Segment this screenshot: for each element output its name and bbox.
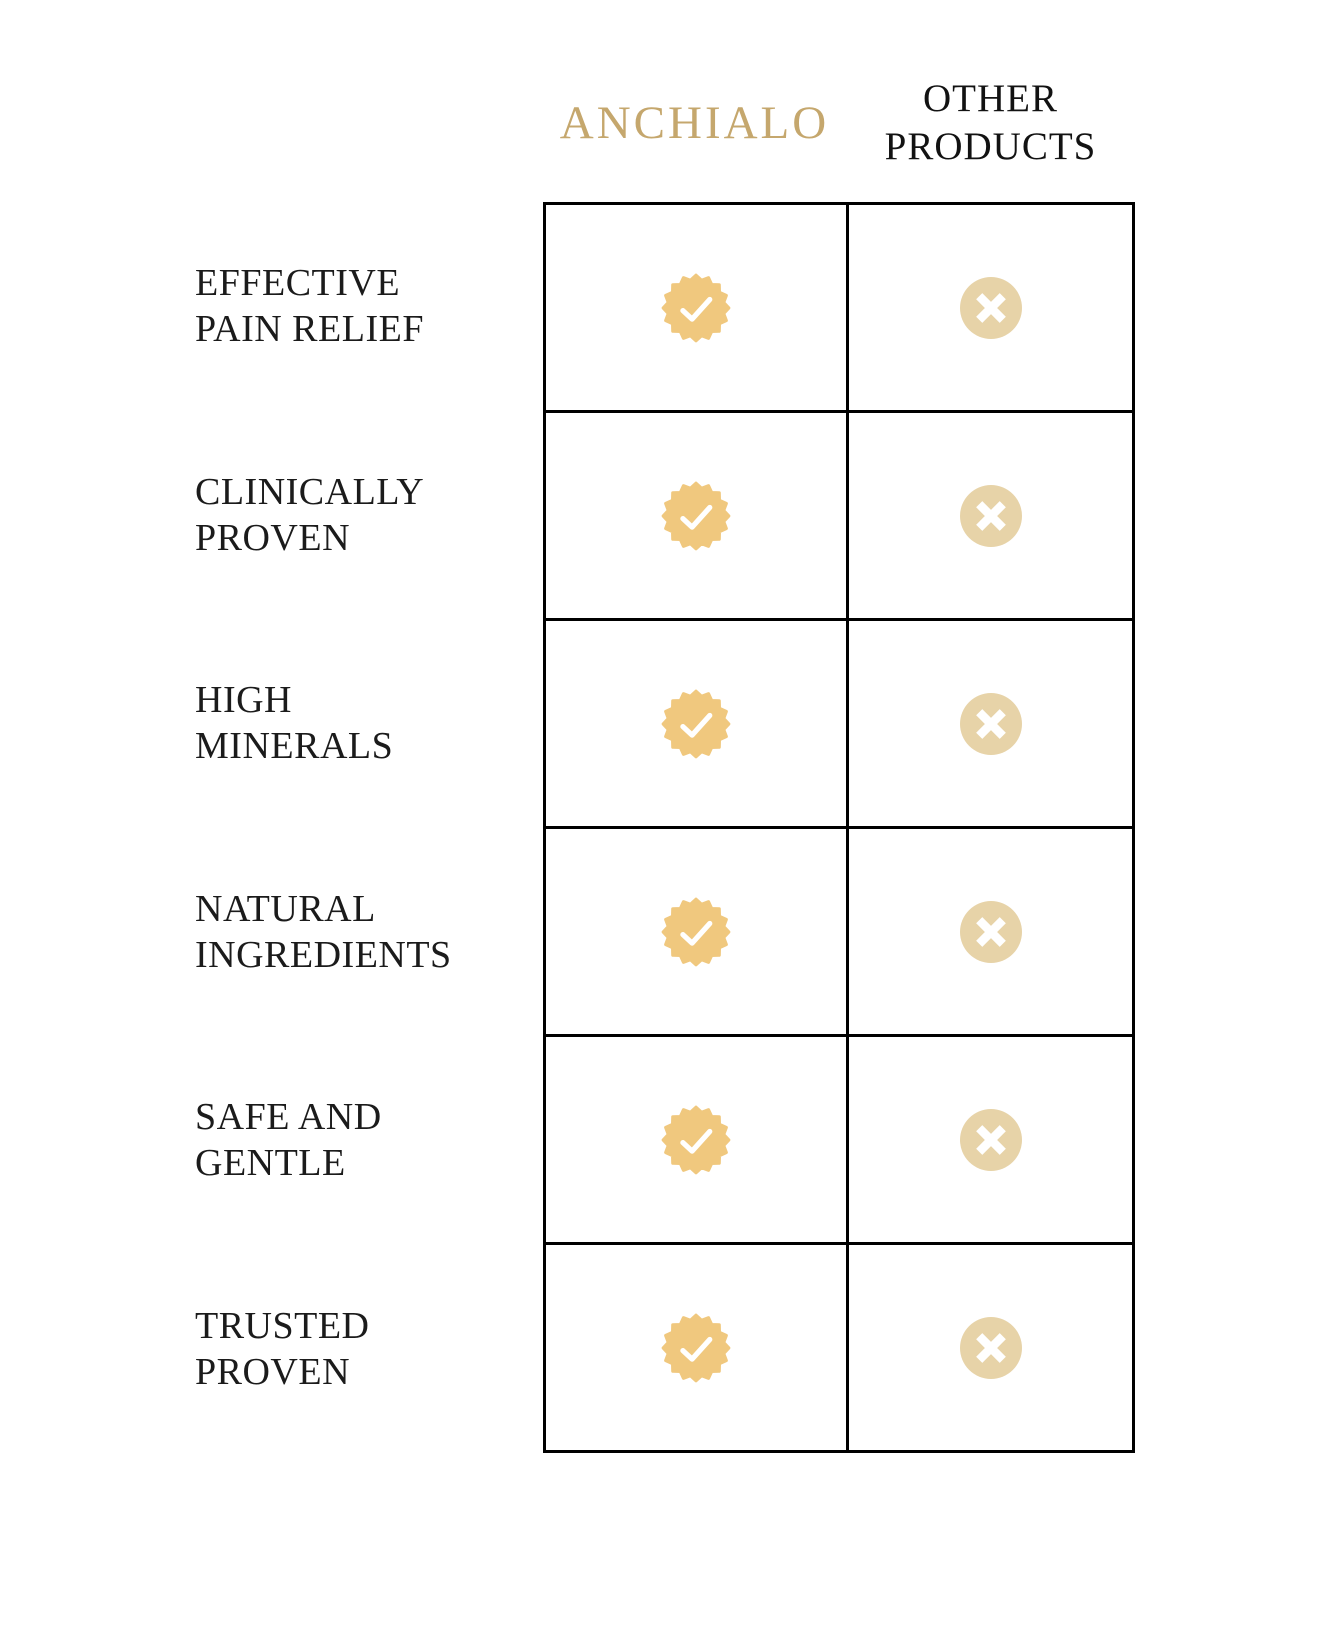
feature-label-line: PROVEN [195,1350,351,1393]
feature-label-line: MINERALS [195,725,394,768]
feature-label-line: EFFECTIVE [195,262,401,305]
other-column-header: OTHER PRODUCTS [884,77,1097,168]
feature-label-line: NATURAL [195,887,376,930]
brand-column-header: ANCHIALO [559,97,830,149]
feature-label-line: CLINICALLY [195,470,425,513]
other-cell [849,621,1132,826]
other-cell [849,413,1132,618]
cross-circle-icon [959,1316,1022,1379]
feature-labels-column: EFFECTIVE PAIN RELIEF CLINICALLY PROVEN … [195,202,540,1453]
brand-cell [546,829,849,1034]
table-row [546,829,1132,1037]
other-cell [849,829,1132,1034]
feature-label-high-minerals: HIGH MINERALS [195,619,540,828]
feature-label-line: PROVEN [195,516,351,559]
other-cell [849,205,1132,410]
feature-label-effective-pain-relief: EFFECTIVE PAIN RELIEF [195,202,540,411]
feature-label-line: TRUSTED [195,1304,370,1347]
cross-circle-icon [959,1108,1022,1171]
feature-label-line: HIGH [195,679,292,722]
feature-label-line: SAFE AND [195,1096,382,1139]
comparison-table [543,202,1135,1453]
brand-cell [546,1037,849,1242]
feature-label-safe-and-gentle: SAFE AND GENTLE [195,1036,540,1245]
feature-label-line: PAIN RELIEF [195,308,424,351]
check-badge-icon [660,896,732,968]
feature-label-trusted-proven: TRUSTED PROVEN [195,1245,540,1454]
check-badge-icon [660,480,732,552]
cross-circle-icon [959,692,1022,755]
check-badge-icon [660,272,732,344]
feature-label-line: INGREDIENTS [195,933,452,976]
brand-cell [546,205,849,410]
table-row [546,1245,1132,1450]
check-badge-icon [660,688,732,760]
check-badge-icon [660,1312,732,1384]
other-cell [849,1037,1132,1242]
feature-label-natural-ingredients: NATURAL INGREDIENTS [195,828,540,1037]
other-cell [849,1245,1132,1450]
table-row [546,621,1132,829]
table-row [546,205,1132,413]
brand-cell [546,413,849,618]
feature-label-clinically-proven: CLINICALLY PROVEN [195,411,540,620]
check-badge-icon [660,1104,732,1176]
table-row [546,1037,1132,1245]
cross-circle-icon [959,484,1022,547]
cross-circle-icon [959,900,1022,963]
feature-label-line: GENTLE [195,1142,346,1185]
table-row [546,413,1132,621]
brand-cell [546,621,849,826]
cross-circle-icon [959,276,1022,339]
brand-cell [546,1245,849,1450]
